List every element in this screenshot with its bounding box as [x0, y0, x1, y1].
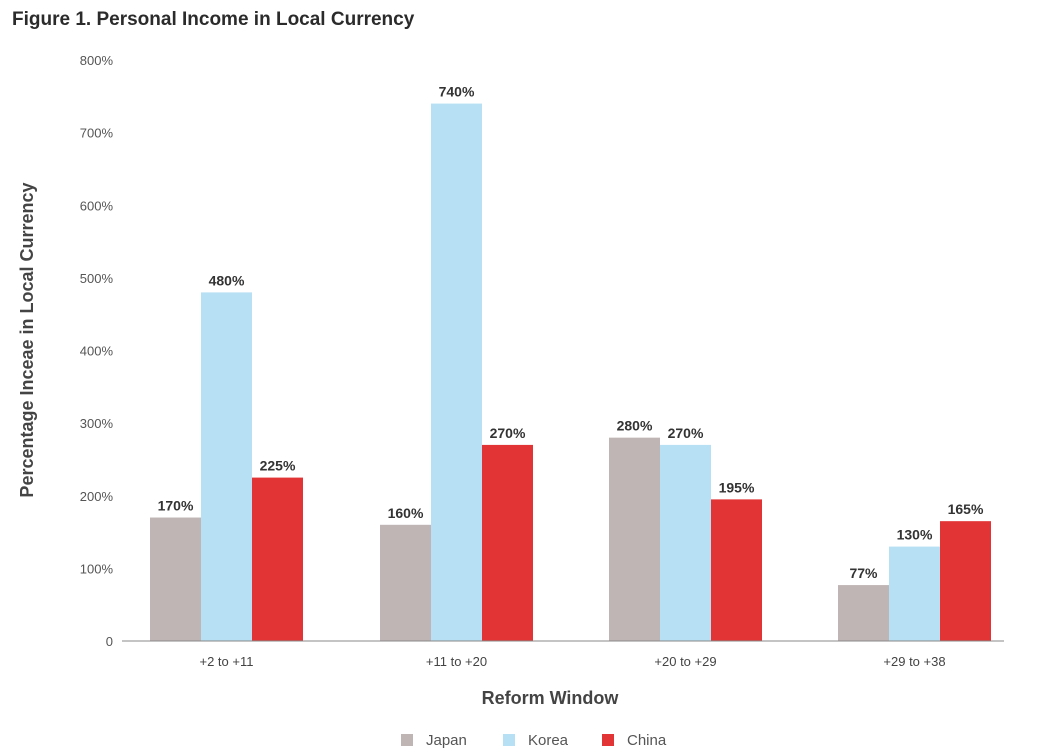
bar-korea-0: [201, 292, 252, 641]
data-label-japan-2: 280%: [617, 418, 653, 434]
y-tick-label: 700%: [80, 126, 114, 141]
y-tick-label: 100%: [80, 561, 114, 576]
bar-japan-1: [380, 524, 431, 641]
bar-japan-3: [838, 585, 889, 641]
legend-label-korea: Korea: [528, 732, 569, 749]
legend-swatch-china: [602, 734, 614, 746]
bar-japan-2: [609, 437, 660, 641]
legend-label-japan: Japan: [426, 732, 467, 749]
y-axis-ticks: 0 100% 200% 300% 400% 500% 600% 700% 800%: [80, 53, 114, 649]
y-tick-label: 500%: [80, 271, 114, 286]
bars: [150, 103, 991, 641]
x-axis-title: Reform Window: [482, 688, 620, 708]
bar-korea-3: [889, 546, 940, 641]
data-label-china-1: 270%: [490, 425, 526, 441]
bar-japan-0: [150, 517, 201, 641]
x-tick-label: +2 to +11: [200, 654, 254, 669]
data-label-china-2: 195%: [719, 479, 755, 495]
data-label-japan-1: 160%: [388, 505, 424, 521]
y-tick-label: 800%: [80, 53, 114, 68]
x-tick-label: +20 to +29: [654, 654, 716, 669]
chart-title: Figure 1. Personal Income in Local Curre…: [12, 9, 415, 30]
bar-china-1: [482, 444, 533, 641]
bar-china-2: [711, 499, 762, 641]
data-labels: 170% 480% 225% 160% 740% 270% 280% 270% 195% 77% 1…: [158, 84, 984, 582]
legend-label-china: China: [627, 732, 667, 749]
legend-swatch-japan: [401, 734, 413, 746]
data-label-japan-3: 77%: [849, 565, 878, 581]
y-tick-label: 300%: [80, 416, 114, 431]
bar-china-3: [940, 521, 991, 641]
bar-china-0: [252, 477, 303, 641]
legend-swatch-korea: [503, 734, 515, 746]
bar-korea-2: [660, 444, 711, 641]
data-label-korea-3: 130%: [897, 527, 933, 543]
x-axis-ticks: +2 to +11 +11 to +20 +20 to +29 +29 to +38: [200, 654, 946, 669]
data-label-japan-0: 170%: [158, 498, 194, 514]
data-label-korea-0: 480%: [209, 272, 245, 288]
y-axis-title: Percentage Inceae in Local Currency: [17, 182, 37, 497]
y-tick-label: 400%: [80, 344, 114, 359]
data-label-korea-1: 740%: [439, 84, 475, 100]
x-tick-label: +29 to +38: [883, 654, 945, 669]
data-label-china-0: 225%: [260, 458, 296, 474]
y-tick-label: 0: [106, 634, 113, 649]
data-label-korea-2: 270%: [668, 425, 704, 441]
bar-korea-1: [431, 103, 482, 641]
x-tick-label: +11 to +20: [426, 654, 487, 669]
y-tick-label: 200%: [80, 489, 114, 504]
data-label-china-3: 165%: [948, 501, 984, 517]
legend: Japan Korea China: [401, 732, 667, 749]
y-tick-label: 600%: [80, 198, 114, 213]
